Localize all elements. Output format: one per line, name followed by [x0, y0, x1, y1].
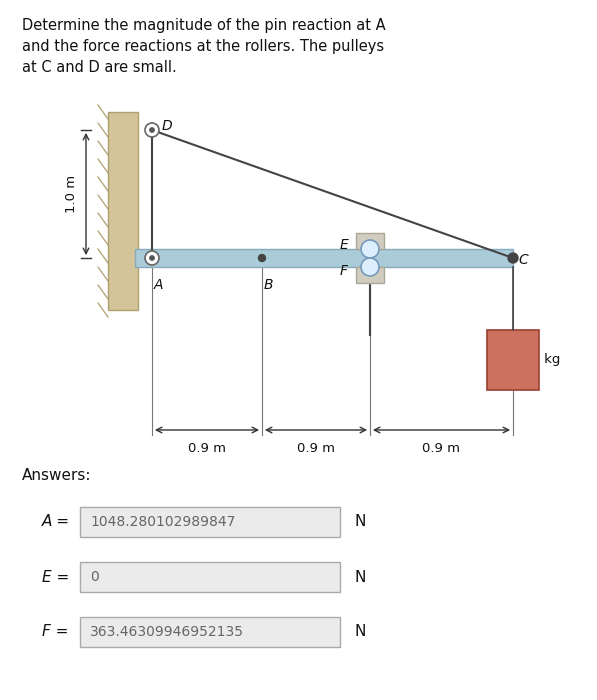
Bar [135, 249, 513, 267]
Text: 363.46309946952135: 363.46309946952135 [90, 625, 244, 639]
Bar [108, 112, 138, 310]
Text: B: B [264, 278, 273, 292]
Text: A =: A = [42, 514, 70, 529]
Text: N: N [354, 570, 365, 584]
Circle shape [508, 253, 518, 263]
Bar [80, 562, 340, 592]
Text: C: C [518, 253, 528, 267]
Bar [80, 507, 340, 537]
Circle shape [145, 251, 159, 265]
Text: E =: E = [42, 570, 69, 584]
Text: 1.0 m: 1.0 m [65, 175, 78, 213]
Bar [487, 330, 539, 390]
Text: F =: F = [42, 624, 69, 640]
Bar [80, 617, 340, 647]
Text: F: F [340, 264, 348, 278]
Bar [356, 267, 384, 283]
Circle shape [149, 127, 155, 132]
Text: Determine the magnitude of the pin reaction at A
and the force reactions at the : Determine the magnitude of the pin react… [22, 18, 386, 75]
Text: E: E [339, 238, 348, 252]
Circle shape [361, 258, 379, 276]
Circle shape [259, 255, 266, 262]
Bar [356, 233, 384, 249]
Circle shape [145, 123, 159, 137]
Text: 0.9 m: 0.9 m [188, 442, 226, 455]
Text: 61 kg: 61 kg [523, 354, 561, 367]
Text: 1048.280102989847: 1048.280102989847 [90, 515, 235, 529]
Text: 0.9 m: 0.9 m [297, 442, 335, 455]
Text: Answers:: Answers: [22, 468, 91, 483]
Text: 0: 0 [90, 570, 99, 584]
Text: N: N [354, 624, 365, 640]
Circle shape [361, 240, 379, 258]
Circle shape [149, 256, 155, 260]
Text: A: A [154, 278, 164, 292]
Text: N: N [354, 514, 365, 529]
Text: 0.9 m: 0.9 m [423, 442, 460, 455]
Text: D: D [162, 119, 173, 133]
